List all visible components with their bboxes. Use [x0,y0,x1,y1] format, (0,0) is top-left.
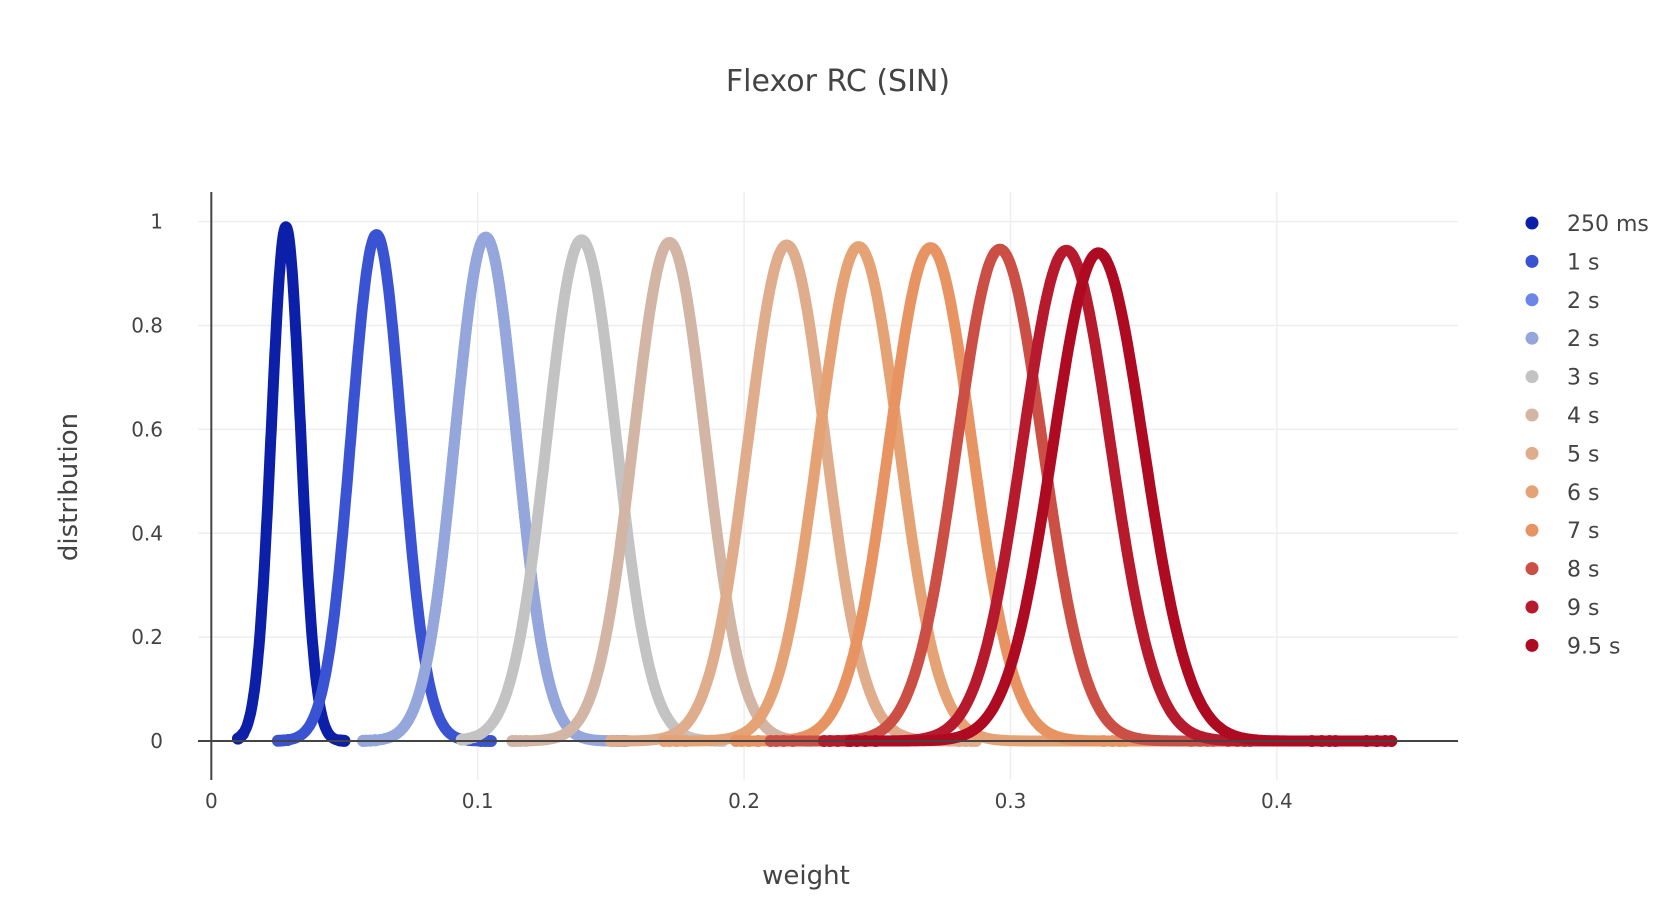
y-tick-label: 0 [150,729,163,753]
legend-marker [1525,562,1539,576]
legend-item[interactable]: 8 s [1525,558,1600,583]
x-axis-ticks: 0 0.1 0.2 0.3 0.4 [205,789,1293,813]
legend-label: 8 s [1567,558,1599,583]
x-axis-label: weight [762,861,850,891]
series-curve [232,221,350,747]
legend-item[interactable]: 2 s [1525,289,1600,314]
x-tick-label: 0.1 [462,789,494,813]
axes [198,192,1458,780]
y-tick-label: 0.4 [131,521,163,545]
legend-marker [1525,370,1539,384]
x-tick-label: 0.3 [995,789,1027,813]
series-layer [231,221,1398,748]
series-curve [658,241,1131,747]
x-tick-label: 0.4 [1261,789,1293,813]
legend-item[interactable]: 5 s [1525,442,1600,467]
legend-label: 6 s [1567,481,1599,506]
series-2-s [357,231,631,748]
legend-item[interactable]: 4 s [1525,404,1600,429]
series-6-s [658,241,1132,748]
legend-marker [1525,293,1539,307]
y-tick-label: 1 [150,210,163,234]
legend-marker [1525,638,1539,652]
plot-area [198,192,1458,780]
chart-title: Flexor RC (SIN) [726,64,950,99]
legend-item[interactable]: 2 s [1525,327,1600,352]
legend-label: 4 s [1567,404,1599,429]
legend-label: 5 s [1567,442,1599,467]
legend-marker [1525,446,1539,460]
data-point [281,733,294,746]
legend-label: 1 s [1567,250,1599,275]
legend-label: 2 s [1567,327,1599,352]
series-curve [357,231,630,747]
legend-marker [1525,254,1539,268]
legend-marker [1525,600,1539,614]
legend-marker [1525,331,1539,345]
y-tick-label: 0.8 [131,313,163,337]
legend-item[interactable]: 1 s [1525,250,1600,275]
legend-item[interactable]: 9.5 s [1525,634,1621,659]
data-point [236,728,249,741]
legend-item[interactable]: 9 s [1525,596,1600,621]
series-250-ms [231,221,351,747]
series-2-s [357,231,631,748]
legend-label: 250 ms [1567,212,1649,237]
legend-item[interactable]: 3 s [1525,366,1600,391]
legend-label: 9 s [1567,596,1599,621]
legend-label: 9.5 s [1567,634,1620,659]
legend: 250 ms 1 s 2 s 2 s 3 s 4 s 5 s 6 s 7 s 8 s 9 s 9.5 … [1525,212,1649,659]
legend-label: 3 s [1567,366,1599,391]
legend-label: 7 s [1567,519,1599,544]
series-curve [272,229,497,747]
legend-item[interactable]: 6 s [1525,481,1600,506]
x-tick-label: 0.2 [728,789,760,813]
y-axis-label: distribution [54,413,84,561]
legend-item[interactable]: 250 ms [1525,212,1649,237]
legend-marker [1525,485,1539,499]
x-tick-label: 0 [205,789,218,813]
y-axis-ticks: 0 0.2 0.4 0.6 0.8 1 [131,210,163,753]
y-tick-label: 0.6 [131,417,163,441]
y-tick-label: 0.2 [131,625,163,649]
legend-marker [1525,408,1539,422]
legend-item[interactable]: 7 s [1525,519,1600,544]
legend-label: 2 s [1567,289,1599,314]
legend-marker [1525,523,1539,537]
legend-marker [1525,216,1539,230]
series-5-s [604,239,982,748]
